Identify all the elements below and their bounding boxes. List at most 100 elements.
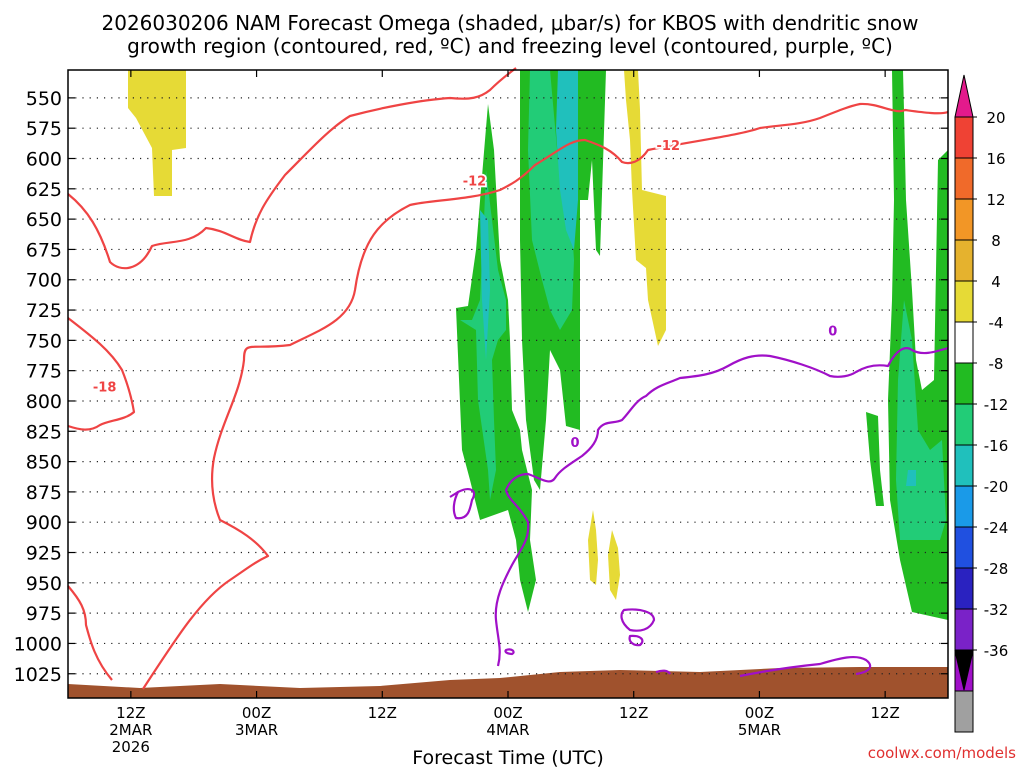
chart-title-line-1: 2026030206 NAM Forecast Omega (shaded, μ… [102, 11, 919, 35]
y-tick-label: 975 [26, 603, 62, 625]
red-contour-line [142, 102, 949, 690]
colorbar-label: 16 [986, 150, 1005, 168]
contour-label: -18 [93, 380, 117, 395]
colorbar-bin [954, 280, 974, 323]
purple-contour-line [620, 608, 656, 632]
x-tick-label: 00Z [745, 704, 774, 722]
y-tick-label: 725 [26, 300, 62, 322]
contour-label: 0 [828, 325, 837, 340]
x-tick-label: 3MAR [235, 721, 278, 739]
omega-cyan-region [480, 210, 490, 360]
red-contour-line [67, 585, 113, 681]
purple-freezing-contours [449, 346, 949, 678]
colorbar-bin [954, 321, 974, 364]
plot-area: -18 -12 -12 0 0 [67, 67, 949, 699]
x-tick-label: 2MAR [109, 721, 152, 739]
red-contour-line [67, 317, 136, 431]
purple-contour-line [655, 669, 671, 675]
purple-contour-line [628, 634, 644, 647]
colorbar-bin [954, 608, 974, 651]
grid-lines [68, 97, 948, 675]
contour-label: -12 [657, 139, 681, 154]
x-tick-label: 12Z [870, 704, 899, 722]
red-contour-line [67, 67, 517, 270]
x-tick-label: 2026 [112, 738, 150, 756]
colorbar-label: -24 [984, 519, 1009, 537]
x-tick-label: 5MAR [738, 721, 781, 739]
y-tick-label: 625 [26, 179, 62, 201]
omega-colorbar: 20 16 12 8 4 -4 -8 -12 -16 -20 -24 -28 -32 -36 [954, 74, 1009, 733]
y-tick-label: 800 [26, 391, 62, 413]
colorbar-bin [954, 526, 974, 569]
omega-green-region [866, 412, 884, 506]
colorbar-bin [954, 198, 974, 241]
purple-contour-line [452, 488, 476, 520]
x-axis-title: Forecast Time (UTC) [412, 747, 603, 768]
contour-label: 0 [571, 436, 580, 451]
omega-teal-region [528, 70, 574, 330]
colorbar-bin [954, 239, 974, 282]
x-tick-label: 4MAR [486, 721, 529, 739]
colorbar-bin [954, 157, 974, 200]
x-tick-label: 00Z [242, 704, 271, 722]
site-credit: coolwx.com/models [868, 744, 1016, 762]
omega-green-region [456, 104, 536, 612]
y-tick-label: 850 [26, 452, 62, 474]
colorbar-label: 20 [986, 109, 1005, 127]
colorbar-label: 4 [991, 273, 1001, 291]
omega-yellow-region [624, 70, 666, 346]
y-tick-label: 1000 [14, 633, 62, 655]
colorbar-label: -4 [989, 314, 1004, 332]
omega-negative-shading [456, 70, 948, 620]
x-tick-label: 12Z [368, 704, 397, 722]
colorbar-label: -32 [984, 601, 1009, 619]
y-tick-label: 825 [26, 421, 62, 443]
y-tick-label: 550 [26, 88, 62, 110]
y-tick-label: 875 [26, 482, 62, 504]
colorbar-bin [954, 362, 974, 405]
red-temperature-contours [67, 67, 949, 690]
colorbar-bin [954, 567, 974, 610]
colorbar-label: -8 [989, 355, 1004, 373]
x-tick-label: 12Z [619, 704, 648, 722]
y-tick-label: 950 [26, 573, 62, 595]
omega-yellow-region [608, 530, 620, 600]
y-tick-label: 925 [26, 543, 62, 565]
y-tick-label: 1025 [14, 664, 62, 686]
omega-positive-shading [128, 70, 666, 600]
omega-cyan-region [906, 470, 916, 486]
purple-contour-line [739, 655, 872, 678]
colorbar-bin [954, 690, 974, 733]
omega-yellow-region [128, 70, 186, 196]
colorbar-bottom-arrow [954, 650, 974, 691]
colorbar-bin [954, 444, 974, 487]
colorbar-label: -12 [984, 396, 1009, 414]
colorbar-top-arrow [954, 74, 974, 118]
colorbar-label: -16 [984, 437, 1009, 455]
y-tick-label: 900 [26, 512, 62, 534]
pressure-axis: 550 575 600 625 650 675 700 725 750 775 800 825 850 8… [14, 88, 948, 686]
y-tick-label: 750 [26, 330, 62, 352]
colorbar-label: -20 [984, 478, 1009, 496]
x-tick-label: 12Z [116, 704, 145, 722]
y-tick-label: 575 [26, 118, 62, 140]
y-tick-label: 675 [26, 239, 62, 261]
purple-contour-line [504, 648, 515, 656]
colorbar-label: -28 [984, 560, 1009, 578]
contour-labels: -18 -12 -12 0 0 [91, 137, 839, 453]
purple-contour-line [494, 346, 949, 667]
colorbar-label: -36 [984, 642, 1009, 660]
contour-label: -12 [463, 174, 487, 189]
colorbar-label: 8 [991, 232, 1001, 250]
chart-title-line-2: growth region (contoured, red, ºC) and f… [127, 34, 893, 58]
terrain-ground [68, 667, 948, 698]
y-tick-label: 600 [26, 149, 62, 171]
y-tick-label: 650 [26, 209, 62, 231]
colorbar-bin [954, 485, 974, 528]
y-tick-label: 700 [26, 270, 62, 292]
omega-teal-region [460, 170, 506, 500]
colorbar-bin [954, 403, 974, 446]
omega-cyan-region [556, 70, 578, 250]
